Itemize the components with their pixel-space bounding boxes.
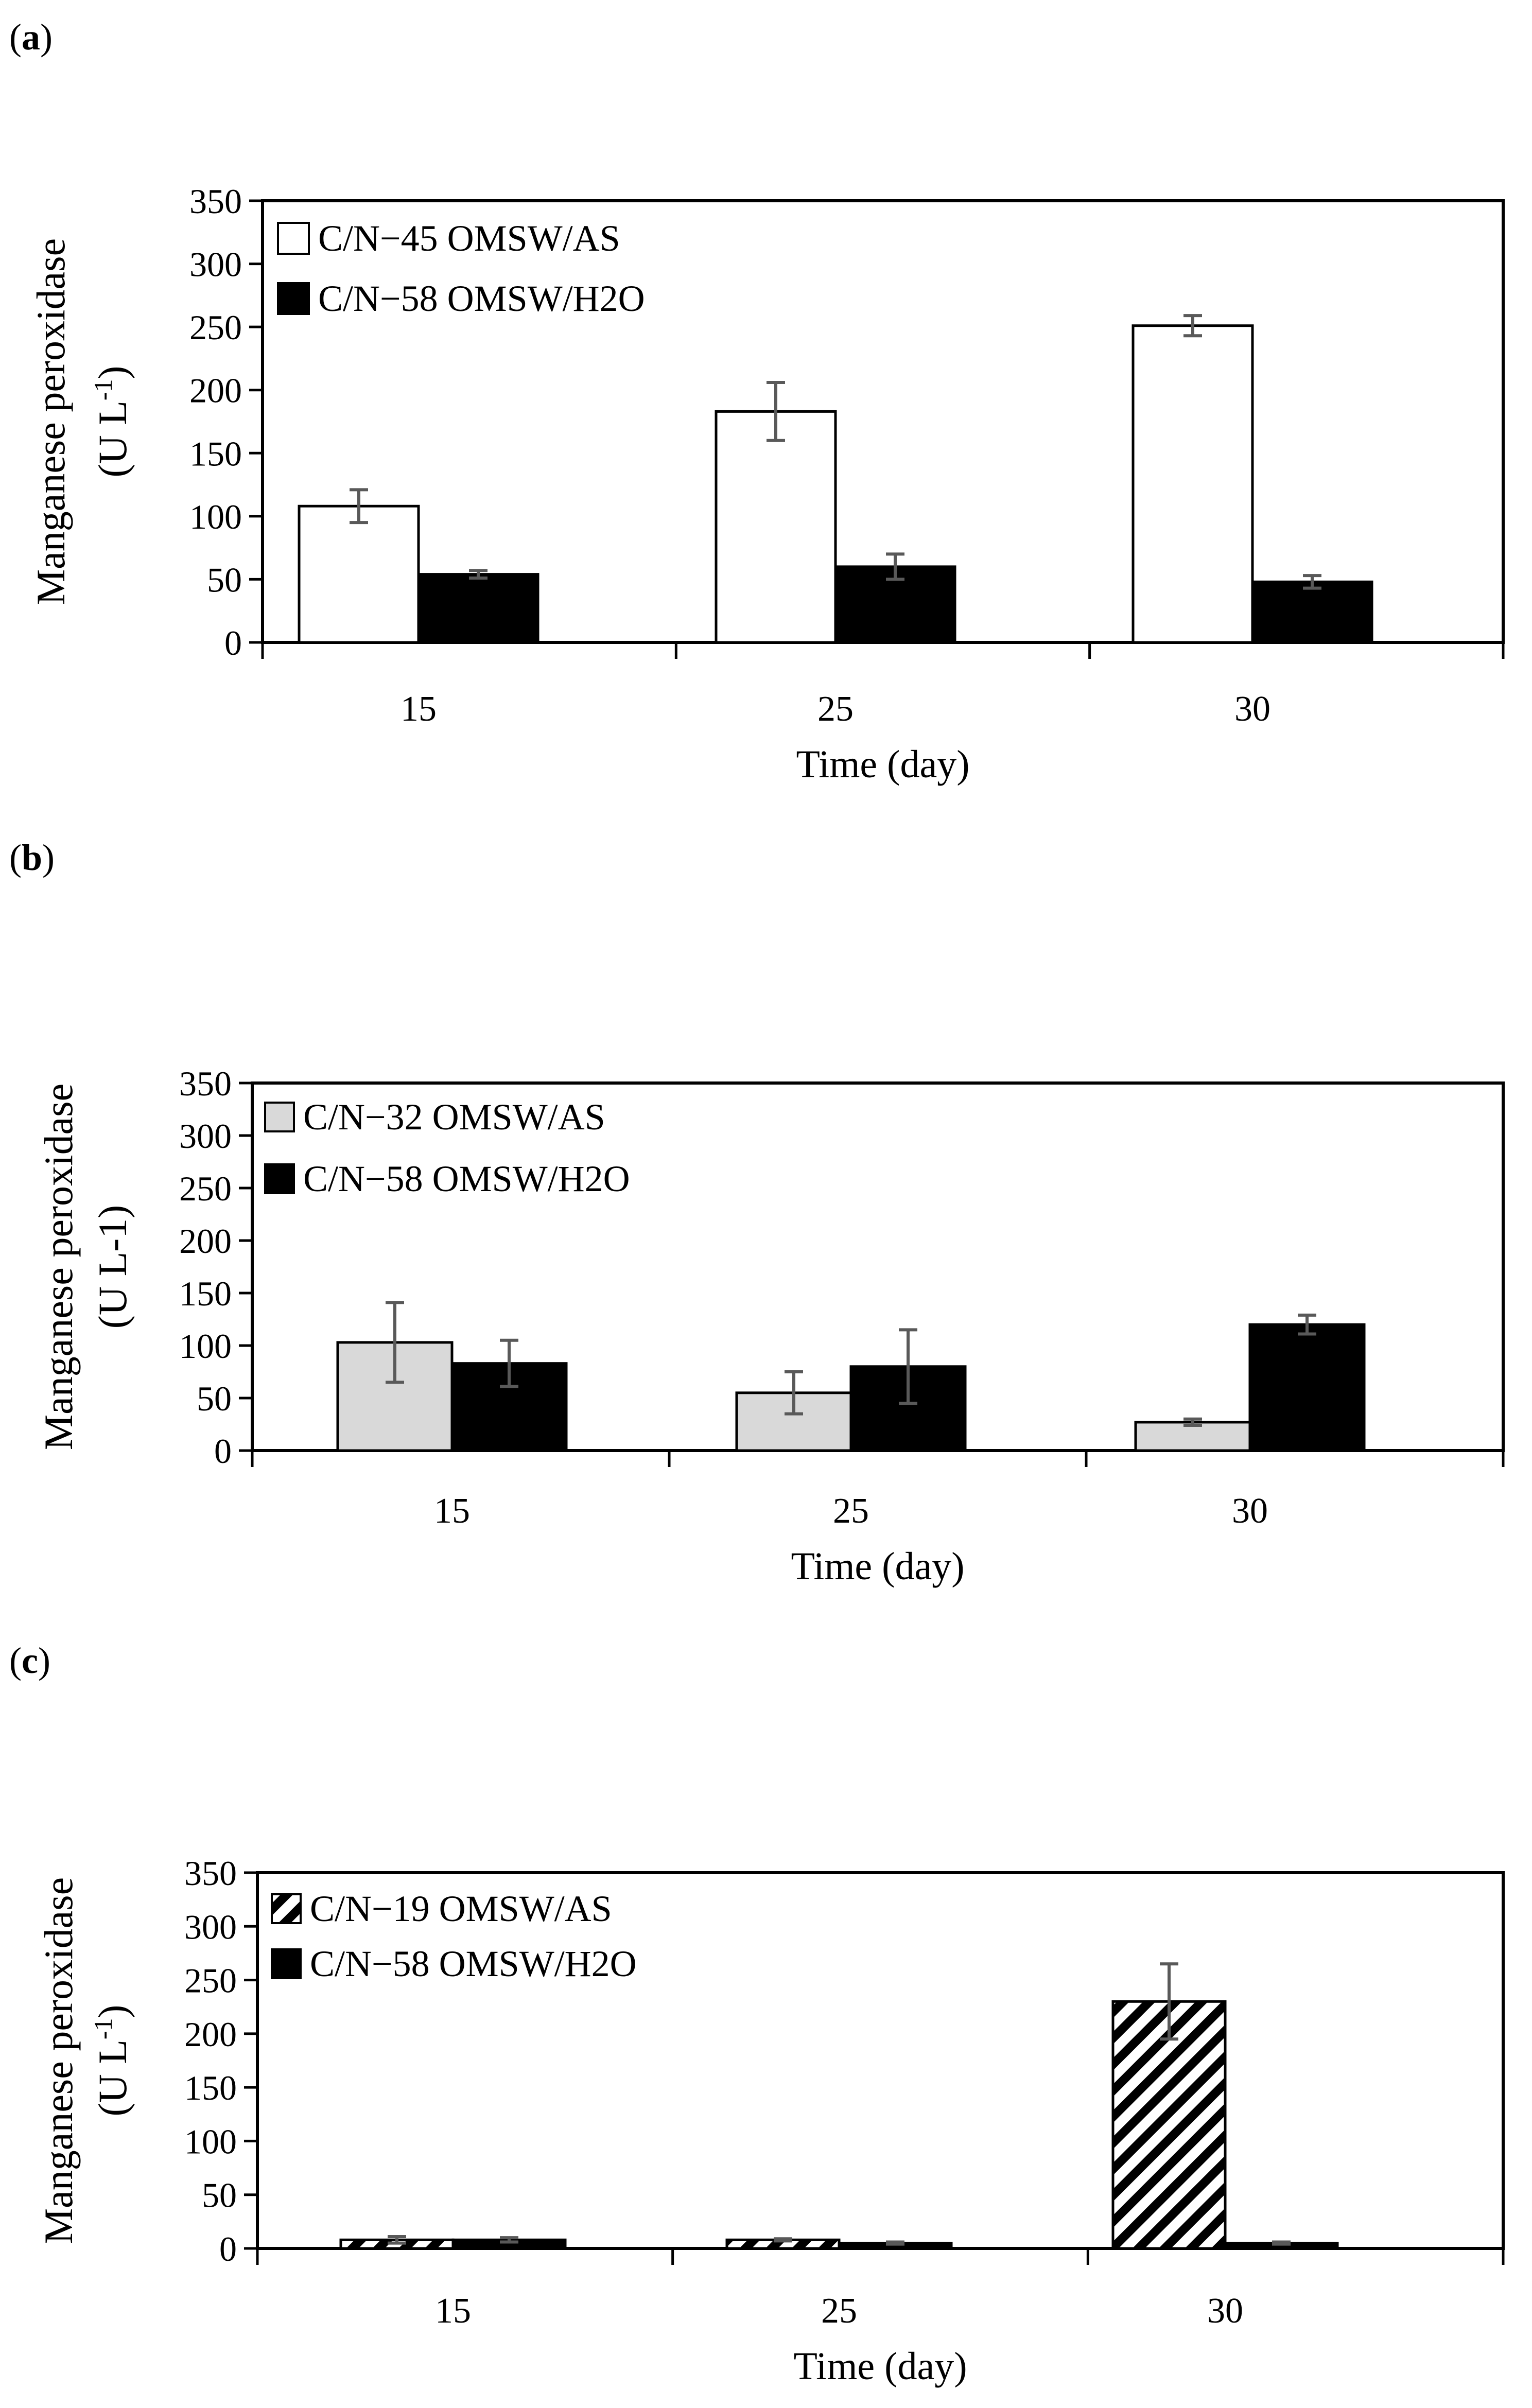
y-tick-label: 50 [197,1379,232,1418]
bar-b-s1-15 [336,1341,454,1452]
error-bar-a-s2-25 [886,552,904,581]
x-tick-label: 30 [1207,2291,1243,2331]
y-tick-label: 150 [189,434,242,473]
chart-panel-c: (c) 0 50 100 150 200 250 300 350 15 25 30 Time (day)… [9,1640,1505,2388]
error-bar-b-s2-25 [899,1328,917,1405]
x-tick-label: 30 [1234,689,1270,729]
y-tick-label: 100 [184,2122,237,2161]
y-tick-label: 0 [224,623,242,662]
y-axis-label-line1: Manganese peroxidase [28,238,73,605]
legend-swatch-1 [271,1893,302,1924]
x-axis-label: Time (day) [796,743,969,786]
legend-label-2: C/N−58 OMSW/H2O [310,1943,637,1984]
y-tick-label: 100 [179,1327,232,1366]
error-bar-c-s1-30 [1160,1962,1178,2041]
x-tick-label: 15 [434,1491,470,1531]
bar-a-s2-30 [1251,580,1373,644]
panel-label: (c) [9,1640,50,1681]
bar-a-s1-15 [298,504,420,644]
y-tick-label: 300 [179,1116,232,1156]
x-tick-label: 15 [401,689,437,729]
x-tick-label: 30 [1232,1491,1268,1531]
legend-c: C/N−19 OMSW/AS C/N−58 OMSW/H2O [271,1888,637,1984]
y-tick-label: 250 [179,1169,232,1208]
x-tick-label: 15 [435,2291,471,2331]
legend-swatch-2 [264,1163,295,1194]
y-axis-label-line2: (U L-1) [89,365,135,477]
error-bar-b-s1-30 [1183,1417,1202,1427]
x-axis-label: Time (day) [791,1545,964,1588]
legend-label-1: C/N−32 OMSW/AS [303,1096,605,1138]
bar-a-s2-15 [417,573,539,644]
y-axis-label-line2: (U L-1) [89,2004,135,2116]
y-tick-label: 150 [179,1274,232,1313]
x-tick-label: 25 [821,2291,857,2331]
y-tick-label: 200 [189,371,242,410]
error-bar-b-s2-15 [500,1338,518,1388]
legend-swatch-2 [277,282,310,315]
legend-label-2: C/N−58 OMSW/H2O [303,1158,630,1199]
error-bar-a-s2-15 [469,569,488,580]
error-bar-b-s1-15 [386,1301,404,1384]
error-bar-a-s2-30 [1303,574,1321,590]
error-bar-c-s1-25 [774,2237,792,2243]
chart-panel-b: (b) 0 50 100 150 200 250 300 350 15 25 30 Time (day)… [9,837,1505,1588]
error-bar-a-s1-25 [767,381,785,442]
y-tick-label: 0 [214,1432,232,1471]
panel-label: (a) [9,16,53,58]
error-bar-c-s2-25 [886,2240,904,2246]
y-tick-label: 200 [179,1222,232,1261]
error-bar-b-s2-30 [1298,1313,1316,1336]
error-bar-a-s1-30 [1183,314,1202,338]
y-tick-label: 250 [189,308,242,347]
legend-a: C/N−45 OMSW/AS C/N−58 OMSW/H2O [277,218,645,319]
legend-swatch-1 [264,1102,295,1132]
error-bar-a-s1-15 [350,488,368,525]
y-axis-label-line1: Manganese peroxidase [36,1084,81,1451]
panel-label: (b) [9,837,55,878]
x-tick-label: 25 [817,689,854,729]
bar-a-s1-30 [1131,324,1254,644]
chart-panel-a: (a) 0 50 100 150 200 250 300 350 15 25 30 Time (day)… [9,16,1505,786]
y-tick-label: 200 [184,2015,237,2054]
bar-c-s1-30 [1111,2000,1227,2250]
error-bar-c-s1-15 [388,2235,406,2245]
y-tick-label: 250 [184,1961,237,2000]
y-tick-label: 350 [179,1064,232,1103]
y-axis-label-line2: (U L-1) [90,1205,135,1329]
y-tick-label: 50 [202,2176,237,2215]
error-bar-c-s2-30 [1272,2240,1291,2246]
y-tick-label: 350 [189,182,242,221]
y-tick-label: 50 [207,560,242,599]
error-bar-c-s2-15 [500,2236,518,2244]
legend-label-1: C/N−45 OMSW/AS [318,218,620,259]
bar-b-s2-30 [1248,1323,1366,1452]
y-tick-label: 300 [184,1907,237,1946]
y-tick-label: 100 [189,497,242,536]
y-tick-label: 0 [219,2229,237,2269]
legend-swatch-1 [277,222,310,255]
bar-a-s1-25 [715,410,837,644]
x-tick-label: 25 [833,1491,869,1531]
legend-label-2: C/N−58 OMSW/H2O [318,278,645,319]
y-tick-label: 150 [184,2068,237,2107]
y-axis-label-line1: Manganese peroxidase [36,1877,81,2244]
legend-label-1: C/N−19 OMSW/AS [310,1888,612,1929]
error-bar-b-s1-25 [785,1370,803,1416]
legend-b: C/N−32 OMSW/AS C/N−58 OMSW/H2O [264,1096,630,1199]
y-tick-label: 350 [184,1854,237,1893]
legend-swatch-2 [271,1948,302,1979]
x-axis-label: Time (day) [793,2345,967,2388]
y-tick-label: 300 [189,245,242,284]
